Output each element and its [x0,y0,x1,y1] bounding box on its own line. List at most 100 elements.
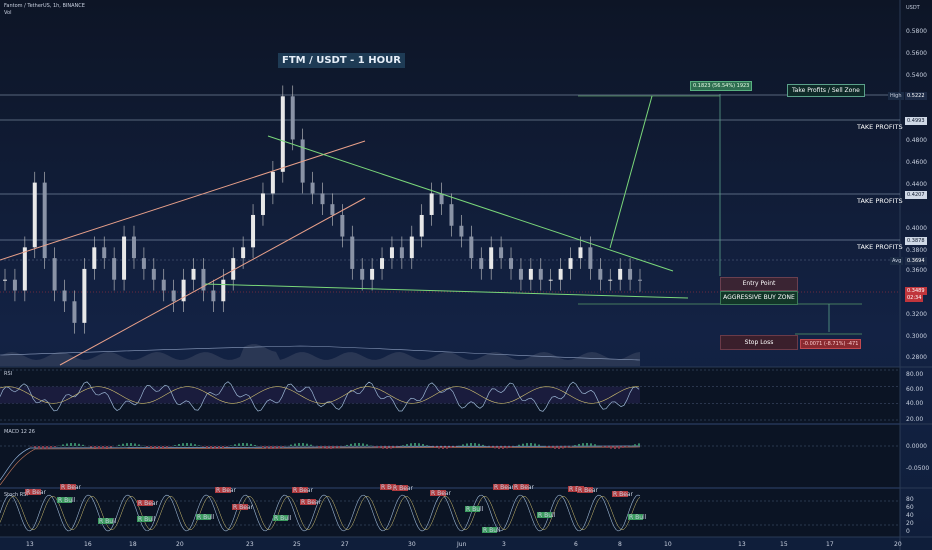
candle-body [211,290,216,302]
candle-body [102,247,107,259]
stoch-bull-signal: R Bull [274,515,292,522]
candle-body [469,236,474,259]
macd-hist [178,443,180,446]
macd-hist [490,446,492,448]
candle-body [608,279,613,281]
macd-hist [494,446,496,449]
macd-hist [558,446,560,449]
candle-body [518,268,523,280]
macd-hist [406,444,408,446]
macd-hist [618,446,620,449]
macd-hist [354,443,356,446]
tp3-price-tag: 0.3878 [905,237,927,245]
macd-hist [42,446,44,449]
macd-hist [402,445,404,446]
macd-hist [234,444,236,446]
time-axis-tick: 13 [26,541,34,548]
macd-hist [478,443,480,446]
tp2-price-tag: 0.4207 [905,191,927,199]
candle-body [479,258,484,269]
macd-hist [294,443,296,446]
macd-hist [206,446,208,448]
symbol-line[interactable]: Fantom / TetherUS, 1h, BINANCE [4,3,85,9]
candle-body [82,268,87,323]
macd-hist [254,445,256,446]
candle-body [509,258,514,269]
stoch-bear-signal-bg [292,487,308,493]
macd-hist [350,443,352,446]
candle-body [459,225,464,237]
stoch-d [0,495,641,531]
macd-hist [510,446,512,448]
stoch-axis-tick: 80 [906,496,914,503]
candle-body [439,193,444,205]
macd-hist [326,446,328,449]
macd-hist [554,446,556,449]
stoch-bear-signal: R Bear [613,491,634,498]
macd-hist [282,446,284,448]
stoch-axis-tick: 20 [906,520,914,527]
macd-hist [578,443,580,446]
candle-body [161,279,166,291]
candle-body [638,279,642,281]
stoch-bull-signal-bg [628,514,643,520]
stop-loss-box: Stop Loss [720,335,798,350]
price-axis-tick: 0.2800 [906,354,927,361]
macd-hist [138,444,140,446]
candle-body [260,193,265,215]
macd-line [0,445,641,481]
candle-body [251,214,256,248]
macd-hist [130,443,132,446]
macd-hist [430,446,432,447]
candle-body [449,204,454,226]
macd-hist [346,444,348,446]
rsi-axis-tick: 40.00 [906,400,923,407]
macd-hist [410,443,412,446]
channel-lower [59,197,366,366]
macd-hist [262,446,264,448]
candle-body [62,290,67,302]
candle-body [618,268,623,280]
candle-body [151,268,156,280]
macd-axis-tick: 0.0000 [906,443,927,450]
stoch-bear-signal-bg [493,484,509,490]
macd-hist [266,446,268,449]
stoch-bear-signal: R Bear [26,489,47,496]
macd-hist [166,446,168,448]
macd-hist [474,443,476,446]
macd-hist [630,445,632,446]
price-axis-tick: 0.3800 [906,247,927,254]
stoch-bear-signal: R Bear [431,490,452,497]
macd-hist [398,446,400,447]
stoch-axis-tick: 60 [906,504,914,511]
aggressive-buy-zone-box: AGGRESSIVE BUY ZONE [720,291,798,305]
candle-body [231,258,236,280]
macd-hist [118,444,120,446]
macd-hist [50,446,52,449]
candle-body [191,268,196,280]
macd-hist [238,443,240,446]
candle-body [380,258,385,269]
macd-hist [298,443,300,446]
time-axis-tick: Jun [456,541,467,548]
macd-hist [498,446,500,449]
price-axis-tick: 0.4400 [906,181,927,188]
stoch-bull-signal: R Bull [629,514,647,521]
macd-hist [306,443,308,446]
volume-ma [0,345,641,361]
macd-hist [470,443,472,446]
stoch-bear-signal: R Bear [393,485,414,492]
macd-hist [330,446,332,449]
macd-hist [134,443,136,446]
macd-hist [94,446,96,449]
macd-hist [158,446,160,449]
time-axis-tick: 6 [574,541,578,548]
macd-hist [66,443,68,446]
avg-tag: Avg [890,257,904,265]
stoch-bull-signal-bg [482,527,497,533]
macd-hist [70,443,72,446]
macd-hist [338,446,340,448]
candle-body [419,214,424,237]
macd-hist [634,444,636,446]
stoch-bear-signal: R Bear [578,487,599,494]
